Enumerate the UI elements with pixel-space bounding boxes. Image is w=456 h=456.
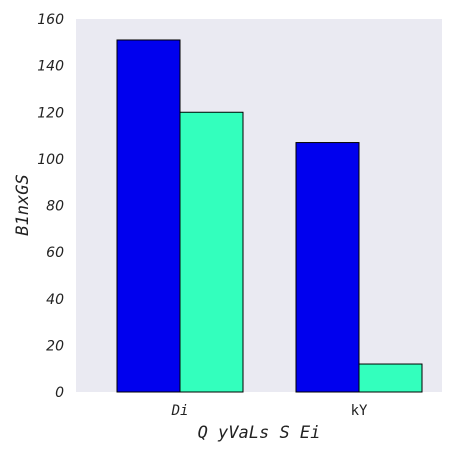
y-tick-label: 80 <box>46 199 64 215</box>
y-tick-label: 100 <box>37 152 64 168</box>
y-tick-label: 160 <box>37 12 64 28</box>
y-tick-label: 60 <box>46 245 64 261</box>
bar-Di-series-0 <box>116 39 181 393</box>
y-tick-labels: 0 20 40 60 80 100 120 140 160 <box>37 12 64 401</box>
bar-kY-series-1 <box>358 363 423 393</box>
x-tick-labels: Di kY <box>171 403 368 419</box>
y-axis-title: B1nxGS <box>13 174 33 235</box>
x-tick-label: kY <box>351 403 368 419</box>
y-tick-label: 20 <box>46 338 64 354</box>
y-tick-label: 140 <box>37 59 64 75</box>
bars-group <box>116 39 423 393</box>
y-tick-label: 120 <box>37 105 64 121</box>
x-axis-title: Q yVaLs S Ei <box>198 423 321 443</box>
y-tick-label: 0 <box>55 385 64 401</box>
x-tick-label: Di <box>171 403 189 419</box>
bar-Di-series-1 <box>179 111 244 393</box>
y-tick-label: 40 <box>46 292 64 308</box>
bar-kY-series-0 <box>295 142 360 393</box>
